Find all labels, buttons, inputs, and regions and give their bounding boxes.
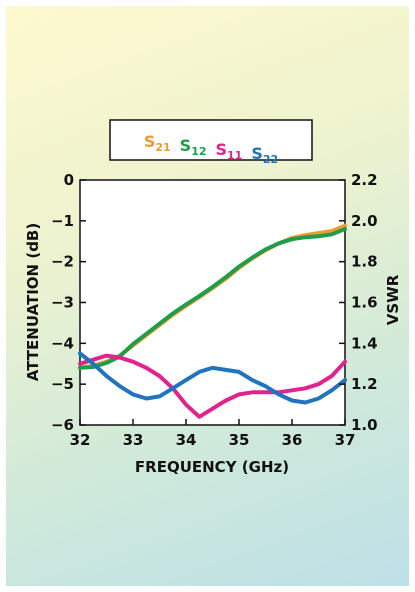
legend-entry-s11: S	[216, 140, 228, 159]
y-left-tick-label: −6	[51, 416, 74, 434]
legend-entries: S21 S12 S11 S22	[144, 132, 278, 166]
legend-subscript-s21: 21	[155, 141, 170, 154]
y-right-axis-label: VSWR	[384, 274, 402, 325]
y-left-tick-label: −2	[51, 253, 74, 271]
x-tick-label: 32	[70, 431, 91, 449]
legend-box	[109, 119, 313, 161]
y-left-tick-label: −5	[51, 375, 74, 393]
y-right-tick-label: 1.2	[351, 375, 378, 393]
x-axis-label: FREQUENCY (GHz)	[135, 458, 289, 476]
y-left-tick-label: −1	[51, 212, 74, 230]
y-left-tick-label: −4	[51, 334, 74, 352]
legend-entry-s22: S	[251, 144, 263, 163]
y-right-tick-label: 2.2	[351, 171, 378, 189]
series-line-s12	[78, 227, 347, 370]
y-left-axis-label: ATTENUATION (dB)	[24, 223, 42, 381]
legend-subscript-s12: 12	[191, 145, 206, 158]
x-tick-label: 35	[229, 431, 250, 449]
x-tick-label: 37	[335, 431, 356, 449]
x-tick-label: 33	[123, 431, 144, 449]
series-line-s22	[78, 351, 347, 405]
y-right-tick-label: 1.0	[351, 416, 378, 434]
legend: S21 S12 S11 S22	[109, 119, 313, 166]
y-right-tick-label: 1.4	[351, 334, 378, 352]
y-right-tick-label: 1.8	[351, 253, 378, 271]
y-left-tick-label: −3	[51, 294, 74, 312]
legend-entry-s12: S	[180, 136, 192, 155]
legend-entry-s21: S	[144, 132, 156, 151]
x-tick-label: 36	[282, 431, 303, 449]
ticks-layer: 32 33 34 35 36 37 0 −1 −2 −3 −4 −5 −6 2.2 2.0 1.8 1.6 1.4…	[51, 171, 378, 449]
series-line-s11	[78, 353, 347, 419]
legend-subscript-s22: 22	[263, 153, 278, 166]
legend-subscript-s11: 11	[227, 149, 242, 162]
y-right-tick-label: 2.0	[351, 212, 378, 230]
y-right-tick-label: 1.6	[351, 294, 378, 312]
plot-frame	[79, 179, 346, 426]
x-tick-label: 34	[176, 431, 197, 449]
series-layer	[78, 223, 347, 419]
y-left-tick-label: 0	[64, 171, 74, 189]
